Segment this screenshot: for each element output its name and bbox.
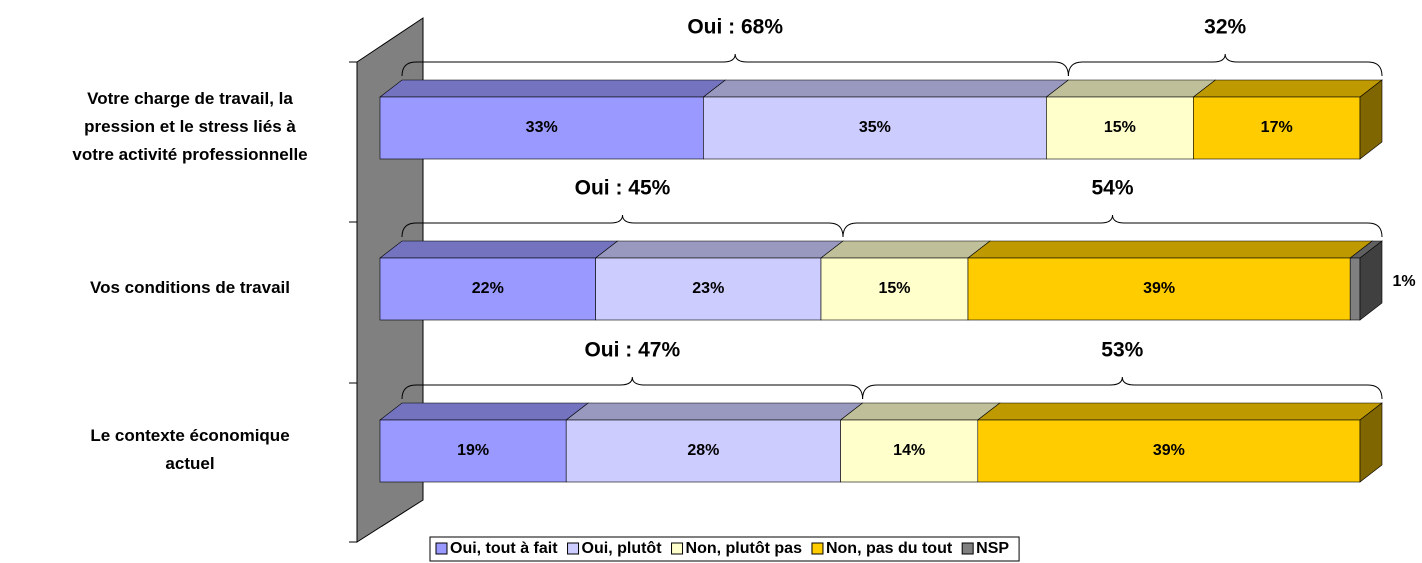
value-label: 17% [1261,119,1293,136]
bar [379,419,567,483]
bar-top [702,79,1070,98]
category-label: Votre charge de travail, la pression et l… [72,89,307,164]
bar-side [1359,79,1383,160]
bar [967,257,1351,321]
value-label: 39% [1153,442,1185,459]
bar-top [1045,79,1217,98]
brace [862,376,1383,400]
bar-top [839,402,1001,421]
brace [401,214,844,238]
bar-top [967,240,1374,259]
legend-label: NSP [976,540,1009,557]
value-label: 23% [692,280,724,297]
brace [401,376,864,400]
bar [379,96,704,160]
bar [1046,96,1194,160]
bar [703,96,1047,160]
brace-label: Oui : 45% [575,177,671,200]
bar-top [379,402,590,421]
category-label: Le contexte économique actuel [90,426,289,473]
value-label: 14% [893,442,925,459]
brace [401,53,1069,77]
bar [977,419,1361,483]
value-label: 39% [1143,280,1175,297]
bar-side [1359,240,1383,321]
bar-side [1359,402,1383,483]
brace-label: 54% [1091,177,1133,200]
value-label: 28% [687,442,719,459]
bar-top [820,240,991,259]
bar [565,419,841,483]
value-label: 19% [457,442,489,459]
brace [1067,53,1383,77]
bar-top [1192,79,1383,98]
value-label: 15% [1104,119,1136,136]
brace-label: Oui : 47% [584,339,680,362]
legend-label: Non, plutôt pas [686,540,803,557]
legend-label: Oui, plutôt [582,540,663,557]
legend-box [429,536,1020,562]
bar-top [565,402,864,421]
bar [379,257,596,321]
brace-label: 53% [1101,339,1143,362]
bar-top [594,240,844,259]
bar [595,257,822,321]
brace-label: 32% [1204,16,1246,39]
value-label: 35% [859,119,891,136]
bar [1349,257,1361,321]
legend: Oui, tout à fait Oui, plutôt Non, plutôt p… [429,536,1020,562]
legend-label: Non, pas du tout [826,540,953,557]
bar-top [379,79,727,98]
bar-top [379,240,619,259]
brace-label: Oui : 68% [687,16,783,39]
legend-label: Oui, tout à fait [450,540,558,557]
bar [1193,96,1361,160]
legend-swatch [811,542,824,555]
value-label: 1% [1392,273,1415,290]
legend-swatch [961,542,974,555]
value-label: 33% [526,119,558,136]
brace [842,214,1383,238]
category-label: Vos conditions de travail [90,278,290,297]
bar [840,419,979,483]
value-label: 15% [878,280,910,297]
legend-swatch [435,542,448,555]
value-label: 22% [472,280,504,297]
bar-top [976,402,1383,421]
legend-swatch [671,542,684,555]
legend-swatch [567,542,580,555]
